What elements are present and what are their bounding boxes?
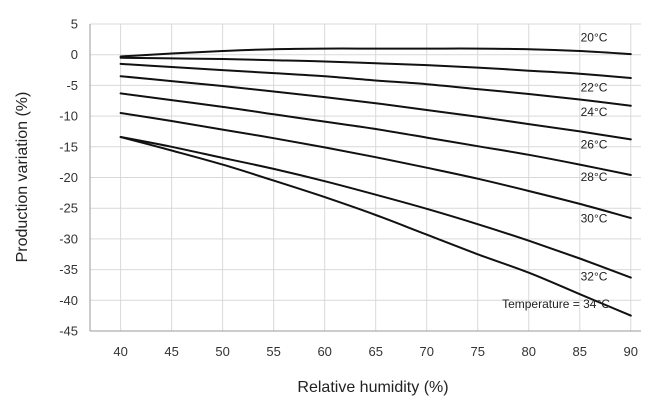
x-tick-label: 90 [624,344,638,359]
series-label: 26°C [581,137,608,151]
series-line-28c [119,92,632,176]
y-tick-label: 5 [71,17,78,32]
series-label: 20°C [581,31,608,45]
y-tick-label: -20 [59,170,78,185]
y-axis-title: Production variation (%) [14,92,31,263]
x-tick-label: 50 [215,344,229,359]
y-tick-label: -15 [59,139,78,154]
series-line-32c [119,136,632,279]
x-tick-label: 60 [317,344,331,359]
series-group [119,47,632,317]
series-label: 24°C [581,105,608,119]
y-tick-label: -30 [59,231,78,246]
series-line-20c [119,47,632,58]
x-tick-label: 65 [368,344,382,359]
series-line-30c [119,112,632,219]
series-label: 32°C [581,269,608,283]
x-tick-label: 40 [113,344,127,359]
series-label: 22°C [581,81,608,95]
series-label: 28°C [581,170,608,184]
x-tick-label: 80 [522,344,536,359]
series-line-26c [119,75,632,141]
series-labels: 20°C 22°C 24°C 26°C 28°C 30°C 32°C Temperature … [502,31,610,311]
y-tick-label: -5 [66,78,78,93]
y-tick-label: -45 [59,324,78,339]
series-line-34c [119,136,632,317]
x-tick-label: 70 [419,344,433,359]
y-tick-label: -10 [59,109,78,124]
y-tick-label: -35 [59,262,78,277]
series-line-24c [119,62,632,107]
x-tick-label: 85 [573,344,587,359]
x-tick-label: 75 [471,344,485,359]
y-tick-label: 0 [71,47,78,62]
x-axis-title: Relative humidity (%) [297,379,448,396]
series-label: Temperature = 34°C [502,297,610,311]
y-tick-label: -40 [59,293,78,308]
series-label: 30°C [581,211,608,225]
y-tick-label: -25 [59,201,78,216]
x-tick-label: 45 [164,344,178,359]
x-tick-label: 55 [266,344,280,359]
series-line-22c [119,56,632,79]
